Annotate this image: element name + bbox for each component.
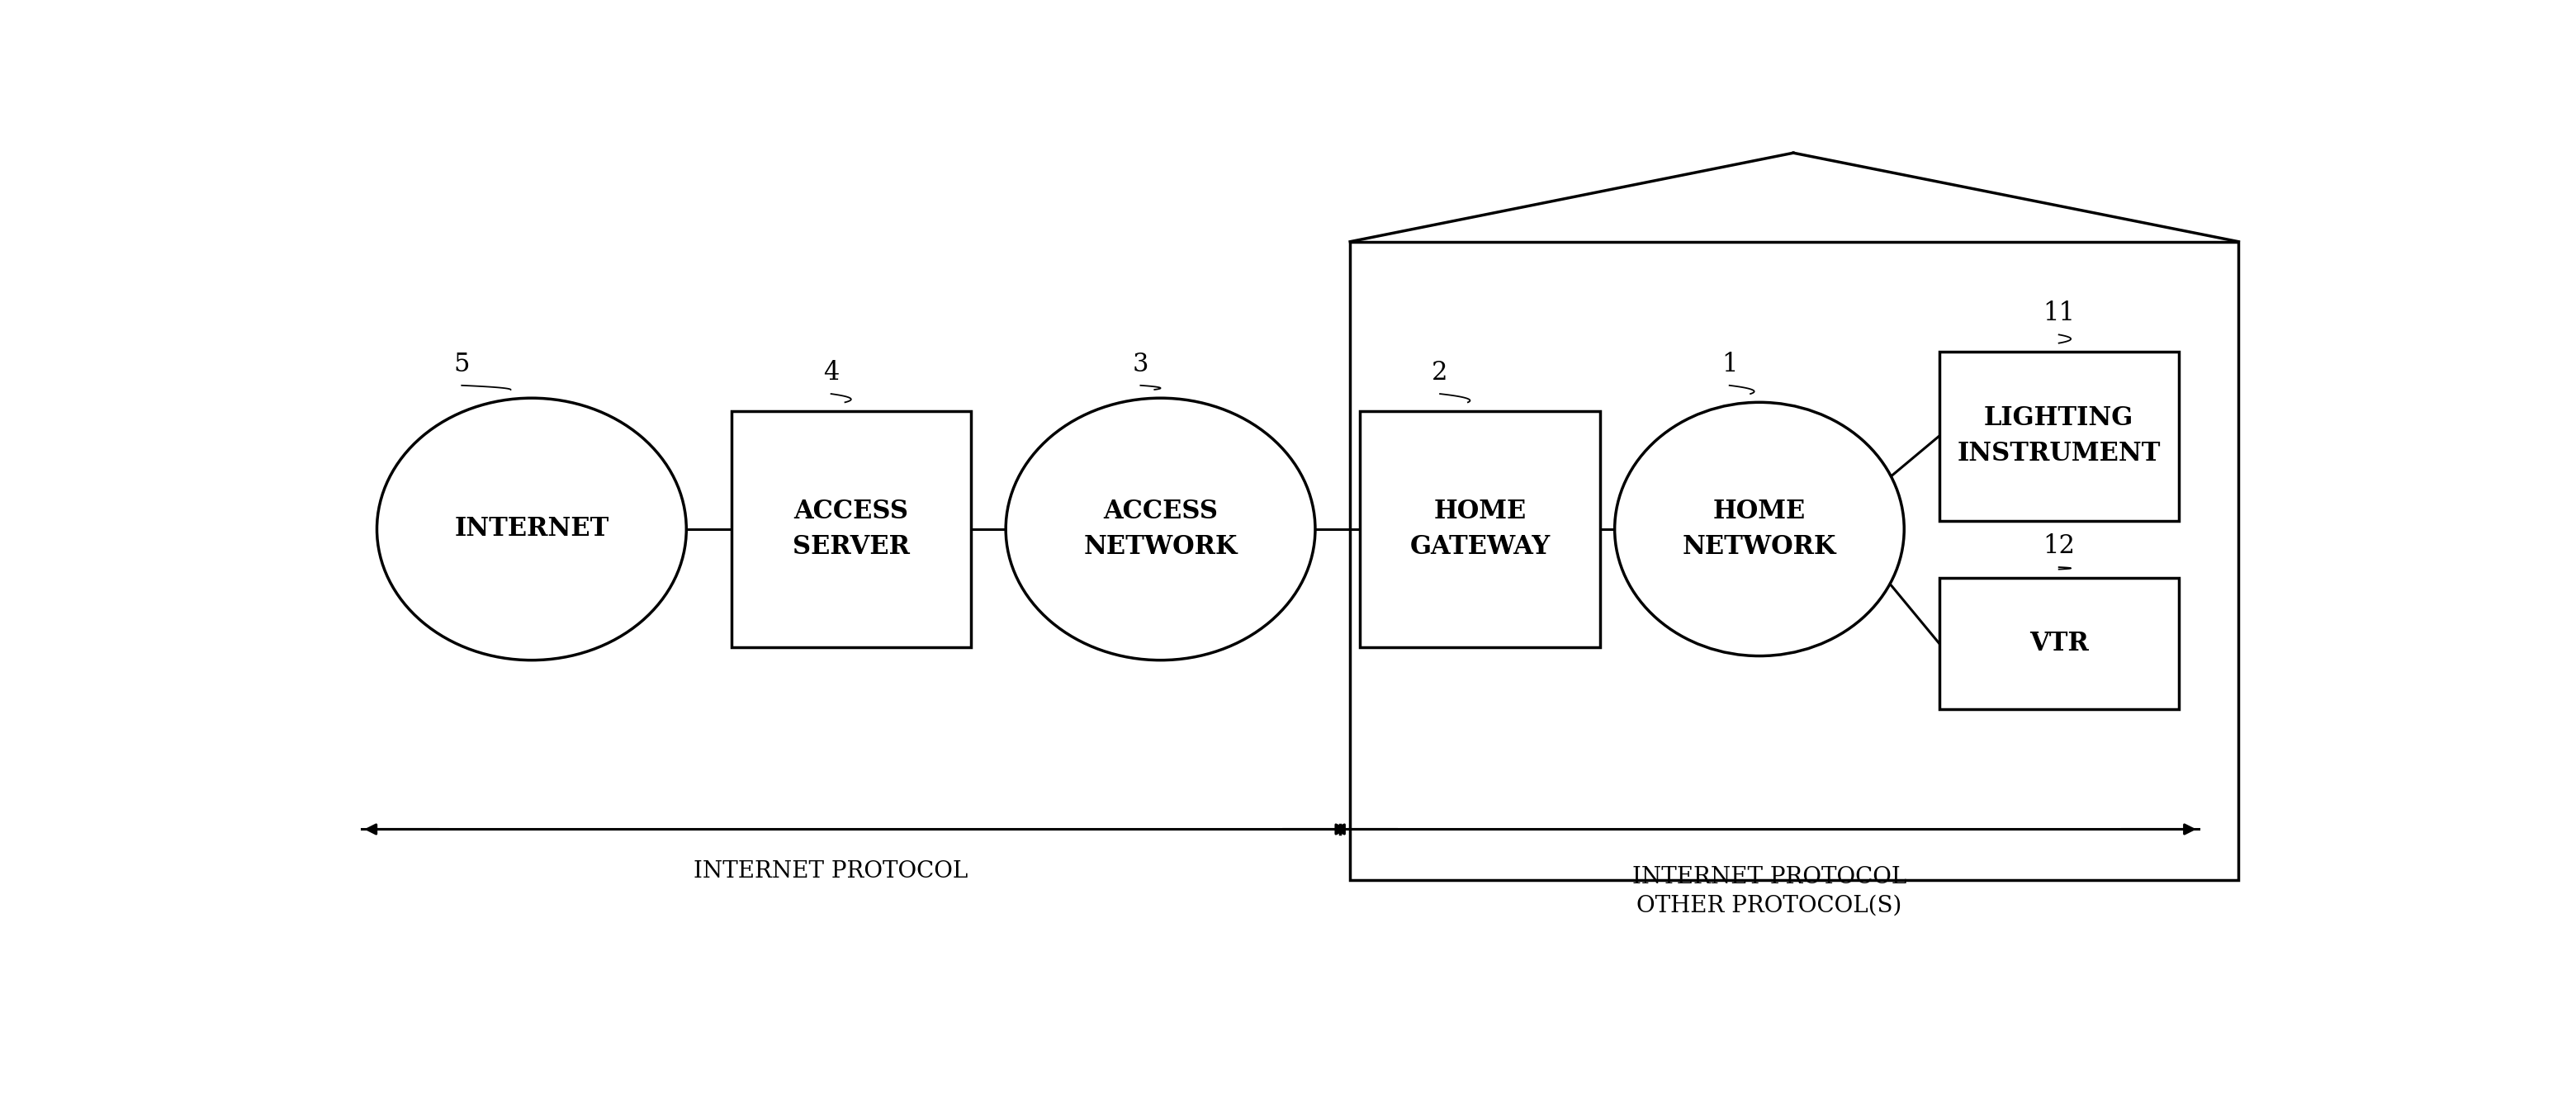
Text: INTERNET: INTERNET	[453, 516, 608, 542]
Bar	[1350, 242, 2239, 879]
Ellipse shape	[376, 399, 685, 660]
Bar	[1940, 578, 2179, 709]
Bar	[1360, 411, 1600, 648]
Text: HOME
NETWORK: HOME NETWORK	[1682, 498, 1837, 560]
Text: 2: 2	[1432, 360, 1448, 385]
Text: ACCESS
SERVER: ACCESS SERVER	[793, 498, 909, 560]
Text: VTR: VTR	[2030, 630, 2089, 657]
Text: ACCESS
NETWORK: ACCESS NETWORK	[1084, 498, 1236, 560]
Text: 4: 4	[824, 360, 840, 385]
Text: HOME
GATEWAY: HOME GATEWAY	[1409, 498, 1551, 560]
Text: 3: 3	[1133, 351, 1149, 377]
Bar	[732, 411, 971, 648]
Text: 11: 11	[2043, 301, 2076, 326]
Bar	[1940, 351, 2179, 520]
Text: INTERNET PROTOCOL
OTHER PROTOCOL(S): INTERNET PROTOCOL OTHER PROTOCOL(S)	[1633, 865, 1906, 917]
Text: 1: 1	[1721, 351, 1736, 377]
Text: 5: 5	[453, 351, 469, 377]
Ellipse shape	[1615, 402, 1904, 656]
Text: 12: 12	[2043, 534, 2076, 559]
Text: INTERNET PROTOCOL: INTERNET PROTOCOL	[693, 861, 969, 883]
Ellipse shape	[1005, 399, 1316, 660]
Text: LIGHTING
INSTRUMENT: LIGHTING INSTRUMENT	[1958, 405, 2161, 467]
